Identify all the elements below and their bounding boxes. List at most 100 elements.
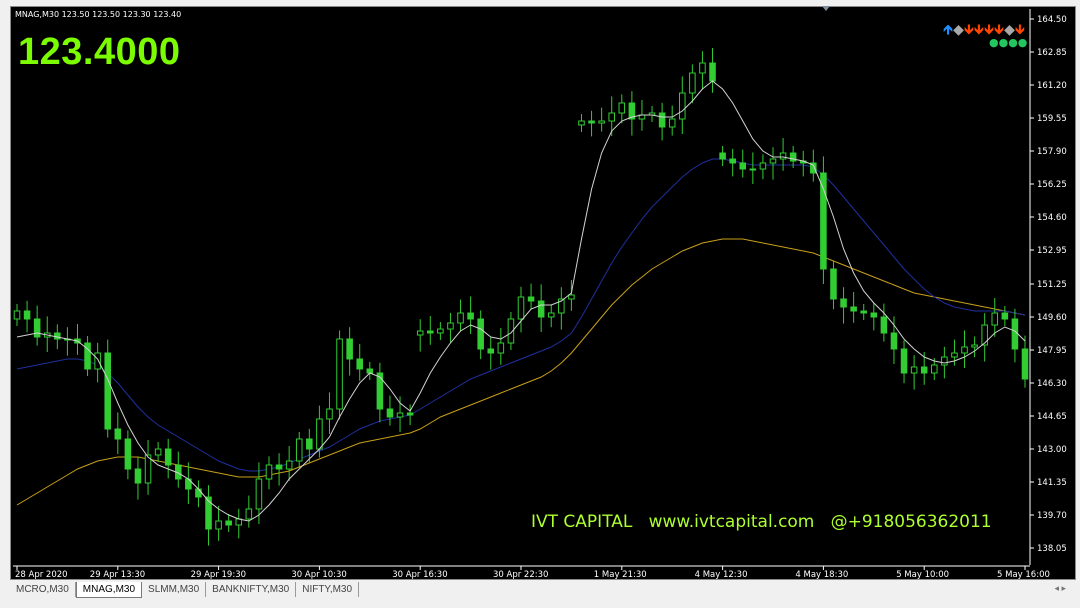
candle-body — [487, 348, 495, 354]
candle-body — [679, 92, 686, 120]
candle-body — [779, 152, 787, 160]
x-tick-label: 30 Apr 22:30 — [493, 570, 548, 580]
candle-body — [124, 438, 132, 470]
y-tick-label: 159.55 — [1037, 114, 1067, 124]
candle-body — [316, 418, 323, 450]
candle-body — [406, 412, 414, 416]
candle-body — [699, 62, 706, 74]
candle-body — [386, 408, 394, 418]
signal-dots: ●●●● — [989, 36, 1028, 49]
tab-slmm-m30[interactable]: SLMM,M30 — [142, 582, 207, 597]
arrow-down-icon: 🡻 — [994, 22, 1005, 38]
symbol-tab-bar: MCRO,M30 MNAG,M30 SLMM,M30 BANKNIFTY,M30 NIF… — [10, 582, 1076, 598]
candle-body — [225, 520, 232, 526]
candle-body — [880, 316, 888, 334]
candle-body — [275, 464, 283, 470]
candle-body — [941, 356, 948, 366]
y-tick-label: 157.90 — [1037, 147, 1067, 157]
chart-canvas[interactable]: 164.50 162.85 161.20 159.55 157.90 156.25 154.… — [11, 7, 1077, 581]
fast-moving-average-line — [16, 80, 1026, 522]
y-tick-label: 152.95 — [1037, 246, 1067, 256]
diamond-icon: ◆ — [953, 22, 964, 38]
candle-body — [376, 372, 384, 410]
candle-body — [527, 296, 535, 302]
y-tick-label: 138.05 — [1037, 544, 1067, 554]
x-tick-label: 5 May 16:00 — [997, 570, 1050, 580]
candle-body — [608, 112, 615, 122]
price-chart[interactable]: 164.50 162.85 161.20 159.55 157.90 156.25 154.… — [10, 6, 1076, 580]
x-tick-label: 4 May 18:30 — [795, 570, 848, 580]
candle-body — [154, 448, 162, 456]
candle-body — [366, 368, 374, 374]
candle-body — [114, 428, 122, 440]
candle-body — [427, 330, 434, 334]
candle-body — [860, 310, 867, 314]
y-tick-label: 164.50 — [1037, 15, 1067, 25]
candle-body — [961, 346, 968, 354]
candle-body — [870, 312, 878, 318]
y-tick-label: 146.30 — [1037, 379, 1067, 389]
candle-body — [235, 518, 243, 526]
candle-body — [84, 342, 91, 370]
y-tick-label: 143.00 — [1037, 445, 1067, 455]
candle-body — [558, 298, 565, 314]
candle-body — [729, 158, 736, 164]
candle-body — [719, 152, 726, 160]
y-tick-label: 151.25 — [1037, 280, 1067, 290]
arrow-up-icon: 🡹 — [943, 22, 954, 38]
candle-body — [547, 312, 555, 318]
candle-body — [588, 120, 595, 124]
candle-body — [104, 352, 111, 430]
candle-body — [457, 312, 464, 324]
y-tick-label: 147.95 — [1037, 346, 1067, 356]
candle-body — [618, 102, 626, 114]
candle-body — [537, 300, 545, 318]
x-tick-label: 29 Apr 19:30 — [191, 570, 246, 580]
candle-body — [1001, 312, 1009, 320]
x-tick-label: 28 Apr 2020 — [15, 570, 68, 580]
candle-body — [517, 296, 525, 320]
candle-body — [900, 348, 908, 374]
candle-body — [215, 520, 222, 530]
candle-body — [568, 294, 575, 300]
candle-body — [658, 112, 666, 128]
candle-body — [336, 338, 343, 410]
candle-body — [497, 342, 505, 354]
candle-body — [920, 366, 928, 374]
candle-body — [54, 332, 61, 340]
candle-body — [416, 330, 424, 336]
candle-body — [346, 338, 353, 360]
candle-body — [134, 468, 142, 484]
y-tick-label: 162.85 — [1037, 48, 1067, 58]
candle-body — [749, 168, 757, 171]
x-tick-label: 5 May 10:00 — [896, 570, 949, 580]
current-price-label: 123.4000 — [18, 31, 181, 73]
candle-body — [1021, 348, 1029, 380]
y-tick-label: 141.35 — [1037, 478, 1067, 488]
tab-scroll-arrows[interactable]: ◂ ▸ — [1054, 583, 1066, 593]
chart-shift-marker[interactable] — [822, 6, 830, 11]
candle-body — [437, 328, 444, 334]
candle-body — [951, 352, 958, 358]
candle-body — [810, 162, 817, 174]
candle-body — [981, 324, 988, 346]
tab-mnag-m30[interactable]: MNAG,M30 — [75, 582, 143, 598]
x-tick-label: 30 Apr 10:30 — [291, 570, 346, 580]
candle-body — [759, 162, 767, 170]
x-tick-label: 30 Apr 16:30 — [392, 570, 447, 580]
tab-mcro-m30[interactable]: MCRO,M30 — [10, 582, 76, 597]
candle-body — [578, 120, 585, 126]
candle-body — [840, 298, 847, 308]
arrow-down-icon: 🡻 — [963, 22, 974, 38]
candle-body — [285, 460, 293, 470]
y-tick-label: 161.20 — [1037, 81, 1067, 91]
x-tick-label: 4 May 12:30 — [695, 570, 748, 580]
x-tick-label: 1 May 21:30 — [594, 570, 647, 580]
y-tick-label: 139.70 — [1037, 511, 1067, 521]
tab-banknifty-m30[interactable]: BANKNIFTY,M30 — [206, 582, 297, 597]
candle-body — [910, 366, 918, 374]
tab-nifty-m30[interactable]: NIFTY,M30 — [296, 582, 360, 597]
candle-body — [830, 268, 837, 300]
candle-body — [769, 158, 777, 164]
